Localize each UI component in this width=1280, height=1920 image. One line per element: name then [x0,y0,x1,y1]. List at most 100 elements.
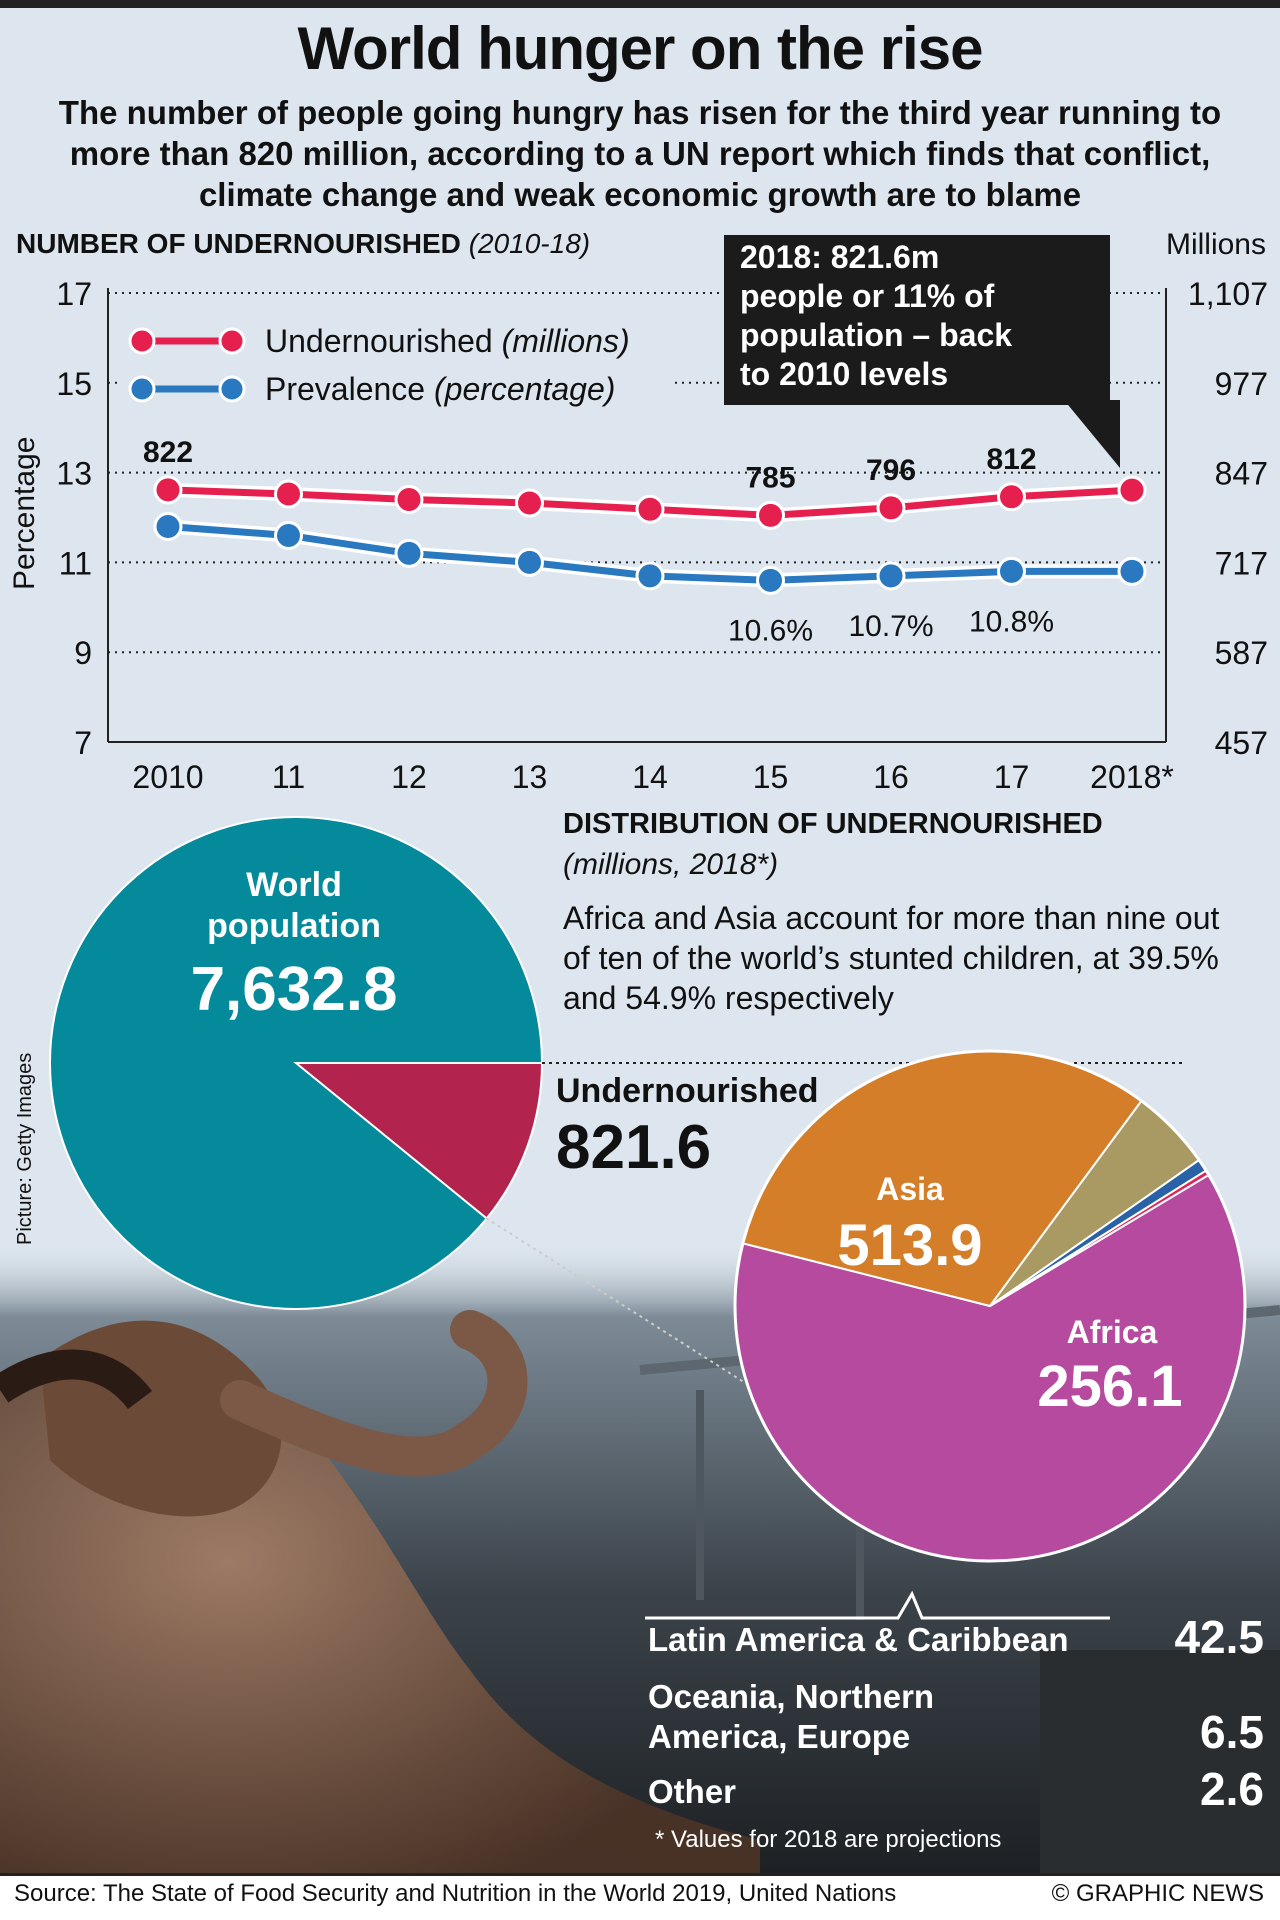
x-tick-label: 11 [272,759,305,795]
legend-other-label: Other [648,1772,736,1812]
undernourished-slice-value: 821.6 [556,1113,712,1182]
right-tick-label: 587 [1215,635,1268,671]
undernourished-point [635,494,665,524]
page-title: World hunger on the rise [297,15,984,82]
undernourished-point [1117,475,1147,505]
picture-credit: Picture: Getty Images [14,1052,36,1245]
x-tick-label: 14 [632,759,668,795]
legend-latin-america-label: Latin America & Caribbean [648,1620,1069,1660]
world-pie-label-line-2: population [207,907,381,945]
asia-value: 513.9 [837,1213,982,1278]
copyright: © GRAPHIC NEWS [1051,1880,1264,1907]
callout-text-line: 2018: 821.6m [740,239,939,275]
distribution-note: Africa and Asia account for more than ni… [563,900,1220,1016]
connector-line-bottom [485,1217,751,1387]
undernourished-data-label: 796 [866,454,916,487]
right-tick-label: 1,107 [1188,276,1268,312]
undernourished-point [274,479,303,509]
callout-text-line: to 2010 levels [740,356,948,392]
right-tick-label: 717 [1215,545,1268,581]
prevalence-data-label: 10.7% [848,610,933,643]
top-rule [0,0,1280,8]
left-tick-label: 11 [59,545,92,581]
undernourished-point [756,500,785,530]
prevalence-point [515,547,544,577]
left-tick-label: 13 [56,456,92,492]
line-chart-title-period: (2010-18) [468,228,591,259]
undernourished-point [153,475,183,505]
prevalence-data-label: 10.8% [969,605,1054,638]
prevalence-data-label: 10.6% [728,614,813,647]
right-axis-title: Millions [1165,228,1266,261]
line-chart-title-text: NUMBER OF UNDERNOURISHED [16,228,461,259]
left-tick-label: 9 [74,635,92,671]
prevalence-point [997,556,1026,586]
left-tick-label: 17 [56,276,92,312]
x-tick-label: 13 [512,759,548,795]
line-chart: 7 457 9 587 11 717 13 847 15 977 17 1,107 2010 11 12 13… [56,235,1268,795]
line-chart-title: NUMBER OF UNDERNOURISHED (2010-18) [16,228,590,260]
undernourished-point [515,488,544,518]
distribution-title: DISTRIBUTION OF UNDERNOURISHED [563,808,1103,840]
prevalence-point [756,565,785,595]
callout-pointer [1064,400,1120,468]
undernourished-legend-marker [218,327,246,355]
footer-bar [0,1873,1280,1920]
undernourished-point [394,485,424,515]
legend-latin-america-line-1: Latin America & Caribbean [648,1621,1069,1658]
world-pie-value: 7,632.8 [191,955,398,1024]
undernourished-point [876,493,906,523]
undernourished-data-label: 822 [143,436,193,469]
undernourished-legend-marker [128,327,156,355]
callout-background [724,235,1110,405]
africa-value: 256.1 [1037,1354,1182,1419]
undernourished-legend-label: Undernourished (millions) [265,323,630,359]
undernourished-slice [293,1062,544,1220]
x-tick-label: 16 [873,759,909,795]
x-tick-label: 15 [753,759,789,795]
undernourished-slice-label: Undernourished [556,1072,819,1110]
undernourished-data-label: 812 [986,443,1036,476]
right-tick-label: 457 [1215,725,1268,761]
world-pie-label-line-1: World [246,866,342,904]
prevalence-legend-label: Prevalence (percentage) [265,371,615,407]
legend-latin-america-value: 42.5 [1174,1611,1264,1663]
right-tick-label: 847 [1215,456,1268,492]
prevalence-point [635,561,665,591]
prevalence-point [1117,556,1147,586]
undernourished-data-label: 785 [745,461,795,494]
legend-oceania-line-1: Oceania, Northern [648,1678,935,1715]
projection-footnote: * Values for 2018 are projections [655,1826,1002,1853]
x-tick-label: 2018* [1090,759,1174,795]
legend-oceania-line-2: America, Europe [648,1718,911,1755]
prevalence-point [153,511,183,541]
callout-text-line: people or 11% of [740,278,995,314]
legend-oceania-value: 6.5 [1200,1706,1264,1758]
page-subtitle: The number of people going hungry has ri… [58,94,1222,213]
source-credit: Source: The State of Food Security and N… [14,1880,897,1907]
x-tick-label: 2010 [132,759,203,795]
asia-label: Asia [876,1171,944,1207]
left-tick-label: 7 [74,725,92,761]
region-pie-outline [733,1049,1247,1563]
prevalence-legend-marker [128,375,156,403]
prevalence-legend-marker [218,375,246,403]
small-slices-bracket [645,1590,1110,1620]
callout-text-line: population – back [740,317,1012,353]
legend-oceania-label: Oceania, Northern America, Europe [648,1677,934,1757]
right-tick-label: 977 [1215,366,1268,402]
undernourished-point [997,482,1026,512]
prevalence-point [274,520,303,550]
x-tick-label: 12 [391,759,427,795]
legend-other-line-1: Other [648,1773,737,1810]
x-tick-label: 17 [994,759,1030,795]
hungry-child-photo [0,1240,1280,1880]
legend-other-value: 2.6 [1200,1763,1264,1815]
prevalence-point [394,538,424,568]
africa-label: Africa [1067,1314,1158,1350]
distribution-subtitle: (millions, 2018*) [563,848,779,881]
left-tick-label: 15 [56,366,92,402]
